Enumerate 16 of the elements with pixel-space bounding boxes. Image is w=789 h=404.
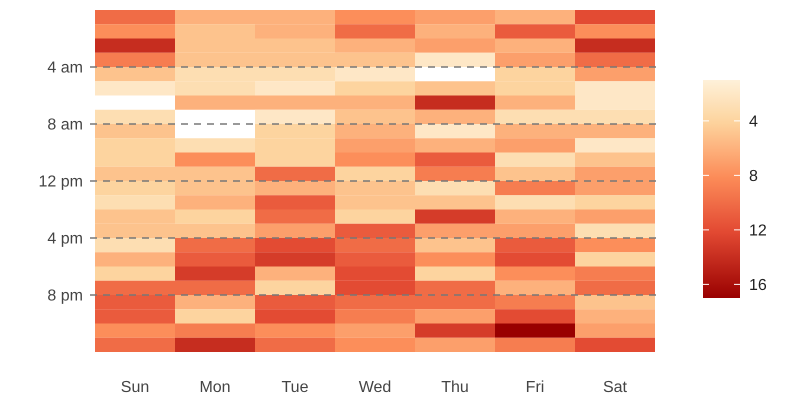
y-tick-label: 4 am	[47, 60, 83, 77]
x-tick-label: Sat	[602, 379, 628, 396]
x-tick-label: Mon	[199, 379, 231, 396]
y-tick-label: 4 pm	[47, 230, 83, 248]
x-tick-label: Fri	[526, 379, 544, 396]
x-tick-label: Tue	[282, 379, 309, 396]
x-tick-label: Thu	[441, 379, 469, 396]
x-tick-label: Sun	[120, 379, 150, 396]
color-bar-label: 12	[749, 222, 767, 240]
color-bar-label: 16	[749, 276, 767, 294]
y-tick-label: 12 pm	[38, 174, 83, 191]
y-tick-label: 8 pm	[47, 288, 83, 305]
y-tick-label: 8 am	[47, 116, 83, 134]
x-tick-label: Wed	[358, 379, 392, 396]
color-bar-label: 4	[749, 113, 758, 130]
color-bar-label: 8	[749, 168, 758, 185]
